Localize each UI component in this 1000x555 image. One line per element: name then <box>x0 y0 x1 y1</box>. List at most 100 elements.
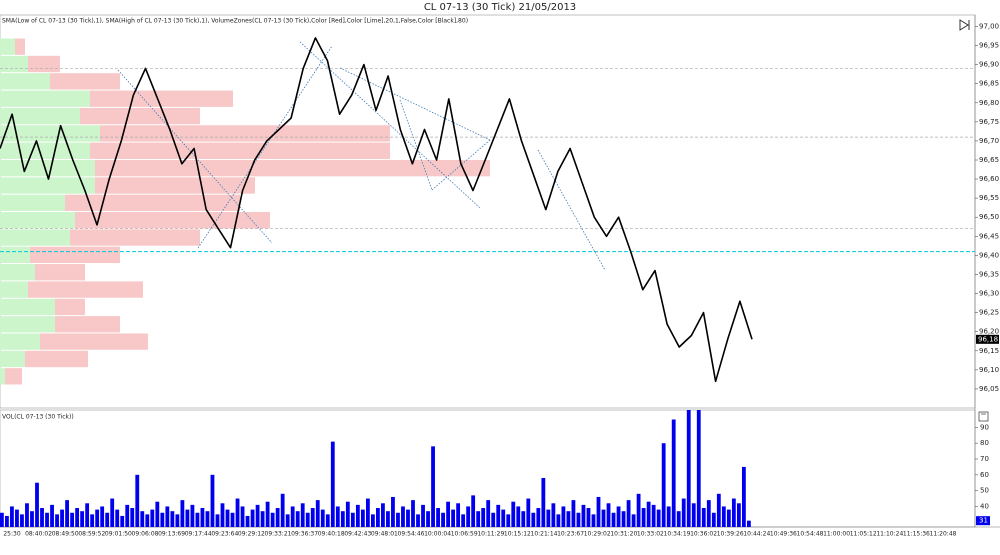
volume-bar <box>350 512 355 527</box>
time-label: 11:05:12 <box>850 531 877 538</box>
zone-sell <box>95 159 490 177</box>
volume-bar <box>536 508 541 527</box>
volume-bar <box>396 512 400 527</box>
volume-bar <box>551 503 556 527</box>
panel-toggle-box[interactable] <box>978 411 989 422</box>
volume-bar <box>661 443 666 527</box>
zone-buy <box>0 368 5 385</box>
volume-bar <box>671 419 676 527</box>
time-label: 09:29:12 <box>238 531 265 538</box>
time-label: 09:23:64 <box>211 531 238 538</box>
volume-bar <box>601 509 606 527</box>
volume-bar <box>431 446 435 527</box>
volume-bar <box>416 514 420 527</box>
y-tick-label: 96,75 <box>979 118 999 126</box>
volume-tick-label: 70 <box>980 455 989 463</box>
zone-sell <box>55 298 85 316</box>
y-tick-label: 96,90 <box>979 61 999 69</box>
last-volume-label: 31 <box>979 517 988 525</box>
zone-sell <box>50 73 120 90</box>
volume-bar <box>491 512 496 527</box>
volume-bar <box>225 509 230 527</box>
time-label: 11:15:36 <box>903 531 930 538</box>
panel-toggle[interactable] <box>978 411 989 422</box>
y-tick-label: 96,35 <box>979 270 999 278</box>
volume-tick-label: 90 <box>980 423 989 431</box>
time-label: 11:20:48 <box>930 531 957 538</box>
volume-bar <box>481 508 486 527</box>
volume-bar <box>270 512 275 527</box>
y-tick-label: 96,85 <box>979 80 999 88</box>
zone-buy <box>0 107 80 125</box>
volume-bar <box>716 493 721 527</box>
chart-toggle[interactable] <box>958 18 971 31</box>
time-label: 10:11:29 <box>477 531 504 538</box>
volume-bar <box>456 503 461 527</box>
volume-bar <box>546 509 551 527</box>
zone-buy <box>0 73 50 90</box>
volume-bar <box>731 498 736 527</box>
volume-bar <box>275 508 280 527</box>
volume-bar <box>280 493 285 527</box>
volume-bar <box>245 515 250 527</box>
volume-bar <box>60 509 64 527</box>
time-label: 09:33:21 <box>265 531 292 538</box>
volume-bar <box>516 506 521 527</box>
trend-line <box>117 69 273 244</box>
volume-bar <box>110 498 115 527</box>
last-price-box <box>976 334 999 344</box>
volume-bar <box>255 504 260 527</box>
volume-bar <box>486 500 491 527</box>
volume-bar <box>105 512 110 527</box>
volume-bar <box>360 509 365 527</box>
volume-bar <box>55 514 59 527</box>
volume-bar <box>606 503 611 527</box>
volume-bar <box>310 508 315 527</box>
zone-buy <box>0 142 90 159</box>
time-label: 10:54:48 <box>797 531 824 538</box>
volume-bar <box>676 511 681 527</box>
volume-bar <box>466 506 471 527</box>
time-label: 25:30 <box>3 531 20 538</box>
volume-bar <box>656 509 661 527</box>
zone-sell <box>40 333 148 350</box>
y-tick-label: 96,60 <box>979 175 999 183</box>
volume-bar <box>426 511 430 527</box>
volume-bar <box>696 410 701 527</box>
zone-sell <box>28 55 60 73</box>
toggle-icon[interactable] <box>959 19 970 31</box>
volume-bar <box>576 512 581 527</box>
zone-buy <box>0 333 40 350</box>
volume-bar <box>591 514 596 527</box>
zone-buy <box>0 38 15 55</box>
volume-bar <box>300 503 305 527</box>
time-label: 10:49:36 <box>770 531 797 538</box>
zone-sell <box>80 107 200 125</box>
trend-line <box>399 99 433 191</box>
time-label: 10:36:02 <box>690 531 717 538</box>
volume-bar <box>436 508 440 527</box>
zone-sell <box>25 350 88 368</box>
volume-bar <box>461 514 466 527</box>
time-label: 09:13:69 <box>158 531 185 538</box>
volume-label: VOL(CL 07-13 (30 Tick)) <box>2 414 74 421</box>
zone-buy <box>0 350 25 368</box>
volume-bar <box>115 509 120 527</box>
time-label: 09:06:08 <box>132 531 159 538</box>
volume-bar <box>40 508 44 527</box>
zone-sell <box>30 246 120 264</box>
volume-bar <box>421 504 425 527</box>
volume-bar <box>210 474 215 527</box>
volume-bar <box>471 495 476 527</box>
y-tick-label: 96,25 <box>979 309 999 317</box>
zone-buy <box>0 246 30 264</box>
volume-bar <box>526 498 531 527</box>
volume-bar <box>411 500 415 527</box>
zone-buy <box>0 125 100 142</box>
volume-bar <box>230 512 235 527</box>
volume-bar <box>386 511 390 527</box>
volume-bar <box>746 520 751 527</box>
volume-bar <box>290 506 295 527</box>
volume-bar <box>185 509 190 527</box>
zone-buy <box>0 229 70 246</box>
